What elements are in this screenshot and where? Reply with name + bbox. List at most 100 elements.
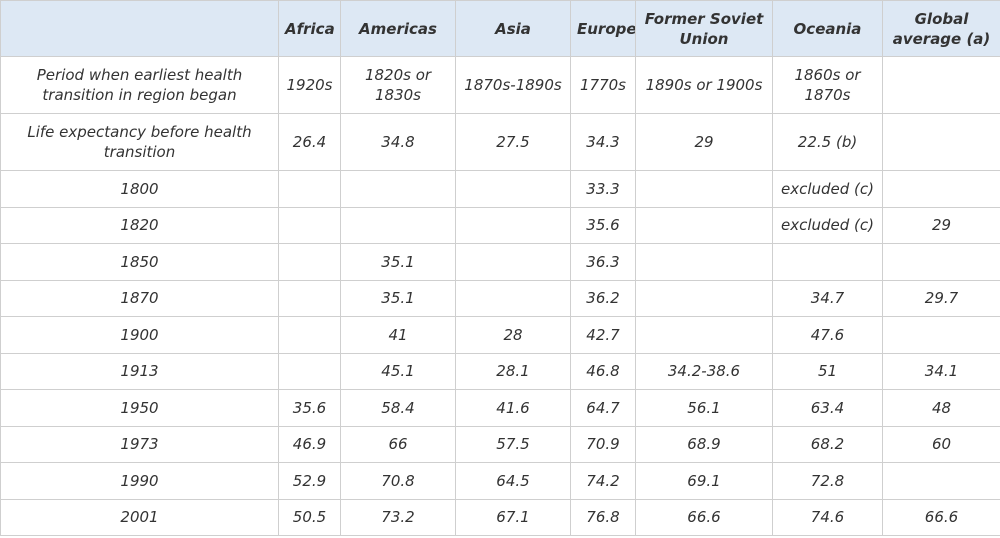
table-row: 1850 35.1 36.3 [0, 243, 1000, 281]
data-cell: 51 [772, 352, 883, 390]
table-row: 1913 45.1 28.1 46.8 34.2-38.6 51 34.1 [0, 352, 1000, 390]
data-cell: 29 [635, 113, 773, 171]
table-row: 1870 35.1 36.2 34.7 29.7 [0, 279, 1000, 317]
data-cell [278, 279, 341, 317]
data-cell: 48 [882, 389, 1000, 427]
data-cell: 64.7 [570, 389, 636, 427]
data-cell: excluded (c) [772, 170, 883, 208]
row-label: 1800 [0, 170, 279, 208]
table-row: 2001 50.5 73.2 67.1 76.8 66.6 74.6 66.6 [0, 498, 1000, 536]
header-cell: Asia [455, 0, 571, 57]
data-cell: 57.5 [455, 425, 571, 463]
data-cell: 50.5 [278, 498, 341, 536]
data-cell: 34.3 [570, 113, 636, 171]
data-cell: 72.8 [772, 462, 883, 500]
data-cell: 29 [882, 206, 1000, 244]
data-cell: 36.2 [570, 279, 636, 317]
data-cell: 1820s or 1830s [340, 56, 456, 114]
data-cell: 1770s [570, 56, 636, 114]
data-cell [635, 316, 773, 354]
row-label: Life expectancy before health transition [0, 113, 279, 171]
row-label: 1820 [0, 206, 279, 244]
data-cell [635, 206, 773, 244]
data-cell [278, 316, 341, 354]
table-body: Period when earliest health transition i… [0, 56, 1000, 536]
data-cell [455, 279, 571, 317]
row-label: 1950 [0, 389, 279, 427]
data-cell [278, 352, 341, 390]
data-cell [882, 462, 1000, 500]
table-row: 1973 46.9 66 57.5 70.9 68.9 68.2 60 [0, 425, 1000, 463]
data-cell [882, 243, 1000, 281]
table-row: 1990 52.9 70.8 64.5 74.2 69.1 72.8 [0, 462, 1000, 500]
table-row: 1900 41 28 42.7 47.6 [0, 316, 1000, 354]
data-cell: 35.1 [340, 279, 456, 317]
row-label: 2001 [0, 498, 279, 536]
row-label: 1913 [0, 352, 279, 390]
data-cell [635, 170, 773, 208]
header-cell: Oceania [772, 0, 883, 57]
data-cell: 27.5 [455, 113, 571, 171]
row-label: Period when earliest health transition i… [0, 56, 279, 114]
data-cell: 73.2 [340, 498, 456, 536]
data-cell [772, 243, 883, 281]
data-cell: 1920s [278, 56, 341, 114]
data-cell: 35.6 [570, 206, 636, 244]
data-cell [278, 206, 341, 244]
data-cell: 35.6 [278, 389, 341, 427]
data-cell: 46.9 [278, 425, 341, 463]
data-cell: 64.5 [455, 462, 571, 500]
data-cell: 22.5 (b) [772, 113, 883, 171]
header-row: Africa Americas Asia Europe Former Soviet Un… [0, 0, 1000, 57]
row-label: 1973 [0, 425, 279, 463]
data-cell: 33.3 [570, 170, 636, 208]
data-cell [278, 243, 341, 281]
data-cell: 47.6 [772, 316, 883, 354]
data-cell: 52.9 [278, 462, 341, 500]
data-cell [882, 316, 1000, 354]
data-cell [278, 170, 341, 208]
data-cell: 68.2 [772, 425, 883, 463]
data-cell: 29.7 [882, 279, 1000, 317]
data-cell: 58.4 [340, 389, 456, 427]
data-cell: 70.9 [570, 425, 636, 463]
data-cell [340, 170, 456, 208]
data-cell: 34.1 [882, 352, 1000, 390]
table-row: Period when earliest health transition i… [0, 56, 1000, 114]
data-cell: 1890s or 1900s [635, 56, 773, 114]
data-cell [882, 170, 1000, 208]
data-cell: 35.1 [340, 243, 456, 281]
data-cell: 45.1 [340, 352, 456, 390]
header-cell: Africa [278, 0, 341, 57]
row-label: 1900 [0, 316, 279, 354]
data-cell: 63.4 [772, 389, 883, 427]
data-cell: 67.1 [455, 498, 571, 536]
data-cell: 34.8 [340, 113, 456, 171]
data-cell: 36.3 [570, 243, 636, 281]
header-cell [0, 0, 279, 57]
data-cell: 26.4 [278, 113, 341, 171]
data-cell [635, 279, 773, 317]
data-cell: 41 [340, 316, 456, 354]
data-cell [635, 243, 773, 281]
data-cell [455, 243, 571, 281]
data-cell: 76.8 [570, 498, 636, 536]
data-cell: 66.6 [882, 498, 1000, 536]
data-cell: 46.8 [570, 352, 636, 390]
data-cell: 34.7 [772, 279, 883, 317]
data-cell: excluded (c) [772, 206, 883, 244]
data-cell [882, 113, 1000, 171]
row-label: 1990 [0, 462, 279, 500]
data-cell: 68.9 [635, 425, 773, 463]
data-cell [455, 206, 571, 244]
data-cell [340, 206, 456, 244]
data-cell: 60 [882, 425, 1000, 463]
data-cell [882, 56, 1000, 114]
data-cell: 69.1 [635, 462, 773, 500]
table-row: Life expectancy before health transition… [0, 113, 1000, 171]
row-label: 1870 [0, 279, 279, 317]
data-cell: 66 [340, 425, 456, 463]
data-cell: 34.2-38.6 [635, 352, 773, 390]
